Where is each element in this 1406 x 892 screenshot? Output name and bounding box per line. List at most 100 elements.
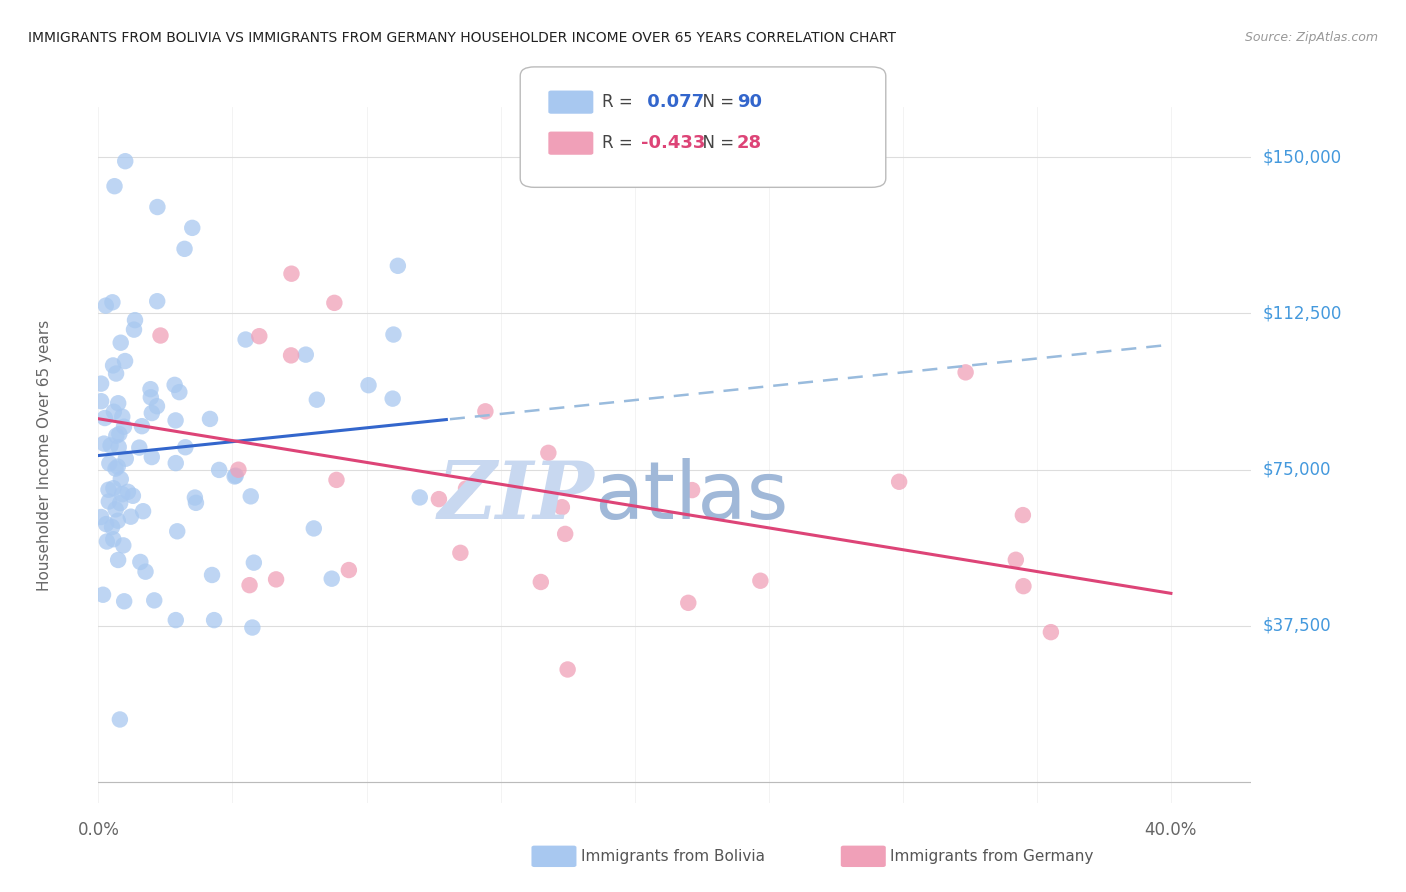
Point — [198, 412, 221, 426]
Point — [166, 524, 188, 539]
Text: Source: ZipAtlas.com: Source: ZipAtlas.com — [1244, 31, 1378, 45]
Point — [110, 472, 132, 486]
Point — [107, 459, 129, 474]
Point — [1039, 625, 1062, 640]
Point — [94, 411, 117, 425]
Point — [110, 335, 132, 350]
Point — [131, 419, 153, 434]
Text: $75,000: $75,000 — [1263, 460, 1331, 478]
Point — [141, 450, 163, 464]
Text: N =: N = — [692, 134, 740, 153]
Point — [100, 438, 122, 452]
Point — [294, 348, 316, 362]
Point — [97, 483, 120, 497]
Point — [530, 574, 553, 589]
Point — [93, 436, 115, 450]
Point — [1012, 508, 1035, 522]
Point — [101, 359, 124, 373]
Point — [141, 406, 163, 420]
Point — [409, 491, 432, 505]
Point — [163, 377, 186, 392]
Point — [114, 354, 136, 368]
Point — [122, 323, 145, 337]
Point — [97, 494, 120, 508]
Point — [235, 333, 257, 347]
Point — [382, 327, 405, 342]
Point — [105, 367, 128, 381]
Point — [165, 613, 187, 627]
Point — [104, 502, 127, 516]
Point — [955, 365, 977, 379]
Text: $150,000: $150,000 — [1263, 148, 1341, 166]
Point — [146, 399, 169, 413]
Point — [225, 468, 247, 483]
Point — [454, 482, 477, 496]
Text: Immigrants from Germany: Immigrants from Germany — [890, 849, 1094, 863]
Point — [112, 594, 135, 608]
Point — [90, 510, 112, 524]
Point — [474, 404, 496, 418]
Point — [107, 440, 129, 454]
Point — [124, 313, 146, 327]
Point — [224, 469, 246, 483]
Point — [325, 473, 347, 487]
Point — [108, 427, 131, 442]
Point — [90, 376, 112, 391]
Text: 0.077: 0.077 — [641, 93, 704, 112]
Point — [323, 296, 346, 310]
Point — [239, 489, 262, 503]
Point — [128, 441, 150, 455]
Point — [165, 413, 187, 427]
Text: 28: 28 — [737, 134, 762, 153]
Point — [280, 267, 302, 281]
Point — [678, 596, 700, 610]
Point — [103, 481, 125, 495]
Point — [117, 484, 139, 499]
Point — [1004, 553, 1026, 567]
Point — [111, 409, 134, 424]
Point — [264, 573, 287, 587]
Point — [108, 713, 131, 727]
Point — [107, 514, 129, 528]
Point — [208, 463, 231, 477]
Point — [427, 492, 450, 507]
Point — [243, 556, 266, 570]
Point — [111, 487, 134, 501]
Point — [174, 440, 197, 454]
Point — [146, 200, 169, 214]
Point — [280, 348, 302, 362]
Point — [90, 394, 112, 409]
Point — [240, 621, 263, 635]
Point — [98, 456, 121, 470]
Point — [201, 568, 224, 582]
Text: atlas: atlas — [595, 458, 789, 536]
Point — [181, 220, 204, 235]
Point — [134, 565, 156, 579]
Point — [387, 259, 409, 273]
Point — [173, 242, 195, 256]
Point — [887, 475, 910, 489]
Text: 40.0%: 40.0% — [1144, 821, 1197, 838]
Point — [247, 329, 270, 343]
Point — [681, 483, 703, 497]
Point — [103, 405, 125, 419]
Point — [146, 294, 169, 309]
Point — [449, 546, 471, 560]
Point — [381, 392, 404, 406]
Point — [112, 419, 135, 434]
Point — [149, 328, 172, 343]
Text: R =: R = — [602, 93, 638, 112]
Point — [749, 574, 772, 588]
Point — [108, 496, 131, 510]
Point — [91, 588, 114, 602]
Point — [96, 534, 118, 549]
Point — [554, 527, 576, 541]
Point — [139, 390, 162, 404]
Text: $112,500: $112,500 — [1263, 304, 1341, 322]
Point — [132, 504, 155, 518]
Point — [202, 613, 225, 627]
Text: N =: N = — [692, 93, 740, 112]
Point — [120, 509, 142, 524]
Point — [1012, 579, 1035, 593]
Point — [357, 378, 380, 392]
